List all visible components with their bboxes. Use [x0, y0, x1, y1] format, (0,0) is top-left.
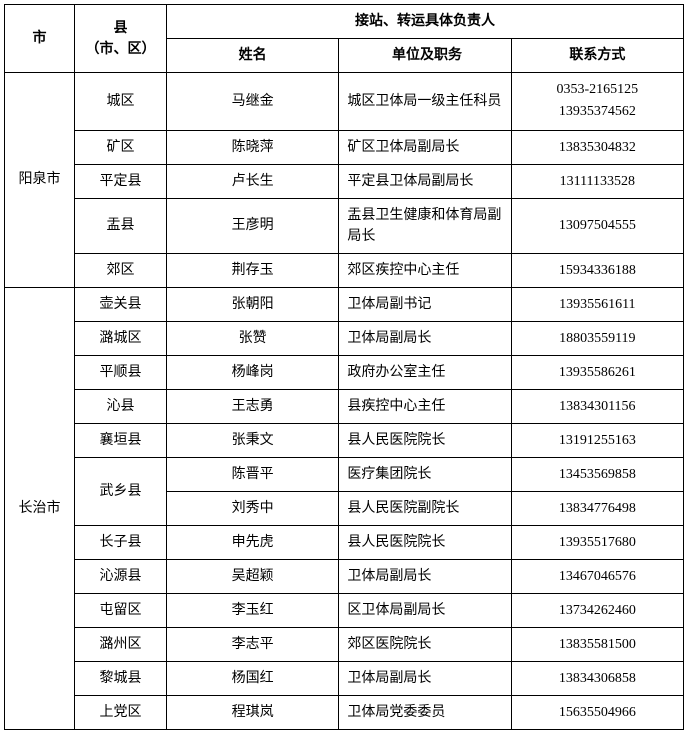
cell-county: 潞州区	[75, 627, 167, 661]
table-row: 长子县申先虎县人民医院院长13935517680	[5, 525, 684, 559]
table-row: 盂县王彦明盂县卫生健康和体育局副局长13097504555	[5, 198, 684, 253]
cell-contact: 13835304832	[511, 130, 683, 164]
cell-name: 王彦明	[167, 198, 339, 253]
cell-position: 矿区卫体局副局长	[339, 130, 511, 164]
cell-county: 平顺县	[75, 355, 167, 389]
table-row: 沁县王志勇县疾控中心主任13834301156	[5, 389, 684, 423]
table-row: 郊区荆存玉郊区疾控中心主任15934336188	[5, 253, 684, 287]
cell-name: 吴超颖	[167, 559, 339, 593]
cell-county: 襄垣县	[75, 423, 167, 457]
cell-county: 沁县	[75, 389, 167, 423]
table-row: 长治市壶关县张朝阳卫体局副书记13935561611	[5, 287, 684, 321]
cell-position: 县人民医院院长	[339, 525, 511, 559]
cell-contact: 0353-216512513935374562	[511, 73, 683, 131]
cell-position: 卫体局党委委员	[339, 695, 511, 729]
cell-county: 屯留区	[75, 593, 167, 627]
cell-name: 张秉文	[167, 423, 339, 457]
table-row: 黎城县杨国红卫体局副局长13834306858	[5, 661, 684, 695]
table-row: 武乡县陈晋平医疗集团院长13453569858	[5, 457, 684, 491]
cell-contact: 13453569858	[511, 457, 683, 491]
header-name: 姓名	[167, 39, 339, 73]
cell-contact: 13935561611	[511, 287, 683, 321]
table-row: 上党区程琪岚卫体局党委委员15635504966	[5, 695, 684, 729]
cell-county: 武乡县	[75, 457, 167, 525]
cell-position: 医疗集团院长	[339, 457, 511, 491]
cell-contact: 13467046576	[511, 559, 683, 593]
cell-position: 城区卫体局一级主任科员	[339, 73, 511, 131]
cell-position: 盂县卫生健康和体育局副局长	[339, 198, 511, 253]
table-row: 阳泉市城区马继金城区卫体局一级主任科员0353-2165125139353745…	[5, 73, 684, 131]
cell-position: 县人民医院院长	[339, 423, 511, 457]
cell-contact: 13834301156	[511, 389, 683, 423]
table-row: 襄垣县张秉文县人民医院院长13191255163	[5, 423, 684, 457]
cell-position: 平定县卫体局副局长	[339, 164, 511, 198]
cell-county: 潞城区	[75, 321, 167, 355]
table-row: 矿区陈晓萍矿区卫体局副局长13835304832	[5, 130, 684, 164]
cell-position: 区卫体局副局长	[339, 593, 511, 627]
cell-name: 杨国红	[167, 661, 339, 695]
cell-city: 长治市	[5, 287, 75, 729]
table-row: 沁源县吴超颖卫体局副局长13467046576	[5, 559, 684, 593]
cell-name: 卢长生	[167, 164, 339, 198]
header-group: 接站、转运具体负责人	[167, 5, 684, 39]
cell-position: 卫体局副局长	[339, 559, 511, 593]
header-county: 县（市、区）	[75, 5, 167, 73]
cell-county: 长子县	[75, 525, 167, 559]
cell-position: 卫体局副书记	[339, 287, 511, 321]
cell-position: 政府办公室主任	[339, 355, 511, 389]
cell-position: 县人民医院副院长	[339, 491, 511, 525]
cell-contact: 13935586261	[511, 355, 683, 389]
cell-position: 郊区疾控中心主任	[339, 253, 511, 287]
cell-name: 荆存玉	[167, 253, 339, 287]
cell-county: 郊区	[75, 253, 167, 287]
cell-name: 李志平	[167, 627, 339, 661]
cell-contact: 18803559119	[511, 321, 683, 355]
cell-contact: 15635504966	[511, 695, 683, 729]
cell-name: 程琪岚	[167, 695, 339, 729]
cell-county: 矿区	[75, 130, 167, 164]
cell-name: 马继金	[167, 73, 339, 131]
cell-name: 陈晋平	[167, 457, 339, 491]
cell-name: 刘秀中	[167, 491, 339, 525]
cell-contact: 13935517680	[511, 525, 683, 559]
table-body: 阳泉市城区马继金城区卫体局一级主任科员0353-2165125139353745…	[5, 73, 684, 730]
cell-county: 黎城县	[75, 661, 167, 695]
cell-position: 卫体局副局长	[339, 321, 511, 355]
cell-contact: 13834306858	[511, 661, 683, 695]
table-row: 平顺县杨峰岗政府办公室主任13935586261	[5, 355, 684, 389]
cell-city: 阳泉市	[5, 73, 75, 288]
cell-contact: 13191255163	[511, 423, 683, 457]
cell-contact: 13097504555	[511, 198, 683, 253]
cell-contact: 13111133528	[511, 164, 683, 198]
cell-contact: 13734262460	[511, 593, 683, 627]
table-row: 平定县卢长生平定县卫体局副局长13111133528	[5, 164, 684, 198]
cell-name: 李玉红	[167, 593, 339, 627]
cell-name: 张赞	[167, 321, 339, 355]
header-city: 市	[5, 5, 75, 73]
cell-county: 平定县	[75, 164, 167, 198]
header-position: 单位及职务	[339, 39, 511, 73]
cell-county: 盂县	[75, 198, 167, 253]
cell-contact: 15934336188	[511, 253, 683, 287]
table-row: 屯留区李玉红区卫体局副局长13734262460	[5, 593, 684, 627]
table-header: 市 县（市、区） 接站、转运具体负责人 姓名 单位及职务 联系方式	[5, 5, 684, 73]
cell-contact: 13835581500	[511, 627, 683, 661]
cell-name: 陈晓萍	[167, 130, 339, 164]
cell-contact: 13834776498	[511, 491, 683, 525]
cell-name: 张朝阳	[167, 287, 339, 321]
cell-position: 卫体局副局长	[339, 661, 511, 695]
table-row: 潞城区张赞卫体局副局长18803559119	[5, 321, 684, 355]
cell-name: 杨峰岗	[167, 355, 339, 389]
cell-position: 郊区医院院长	[339, 627, 511, 661]
cell-county: 沁源县	[75, 559, 167, 593]
header-contact: 联系方式	[511, 39, 683, 73]
cell-position: 县疾控中心主任	[339, 389, 511, 423]
cell-county: 城区	[75, 73, 167, 131]
cell-county: 上党区	[75, 695, 167, 729]
cell-name: 申先虎	[167, 525, 339, 559]
contacts-table: 市 县（市、区） 接站、转运具体负责人 姓名 单位及职务 联系方式 阳泉市城区马…	[4, 4, 684, 730]
table-row: 潞州区李志平郊区医院院长13835581500	[5, 627, 684, 661]
cell-county: 壶关县	[75, 287, 167, 321]
cell-name: 王志勇	[167, 389, 339, 423]
